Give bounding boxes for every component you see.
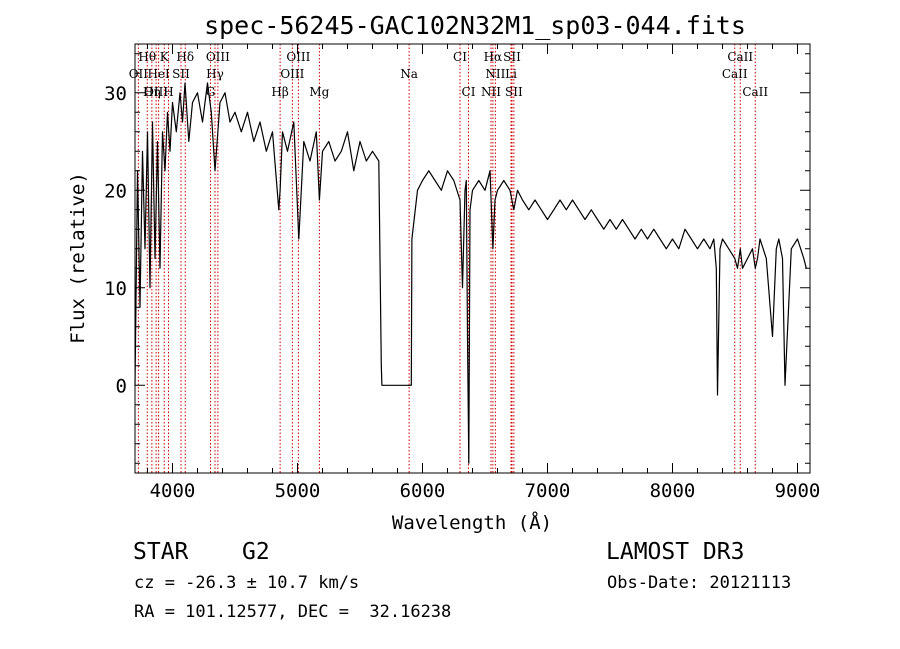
spectral-line-label: CaII: [722, 67, 748, 81]
x-tick-label: 4000: [150, 480, 196, 502]
spectral-line-label: Li: [505, 67, 517, 81]
spectral-line-label: G: [206, 85, 216, 99]
y-tick-label: 30: [104, 83, 127, 105]
spectrum-series-line: [134, 82, 807, 464]
spectral-line-label: Hδ: [176, 50, 194, 64]
y-tick-label: 10: [104, 278, 127, 300]
x-tick-label: 9000: [775, 480, 821, 502]
spectral-line-label: H: [163, 85, 173, 99]
spectral-line-label: Hβ: [271, 85, 288, 99]
spectral-line-label: Mg: [309, 85, 329, 99]
spectral-line-label: HeI: [147, 67, 170, 81]
spectral-line-label: K: [160, 50, 170, 64]
obs-date: Obs-Date: 20121113: [607, 573, 792, 593]
spectral-line-label: SII: [172, 67, 190, 81]
x-tick-label: 5000: [275, 480, 321, 502]
redshift-text: cz = -26.3 ± 10.7 km/s: [134, 573, 360, 593]
spectral-line-label: Hη: [143, 85, 161, 99]
spectral-line-label: CI: [453, 50, 467, 64]
spectral-line-markers: [137, 44, 756, 473]
spectral-line-label: CI: [462, 85, 476, 99]
x-axis-label: Wavelength (Å): [392, 511, 552, 534]
spectral-line-label: Hθ: [138, 50, 156, 64]
object-subclass: G2: [242, 539, 270, 565]
y-tick-label: 20: [104, 180, 127, 202]
spectral-line-label: OIII: [280, 67, 304, 81]
survey-name: LAMOST DR3: [606, 539, 745, 565]
spectral-line-label: SII: [505, 85, 523, 99]
plot-frame: [134, 43, 811, 474]
spectral-line-label: NII: [481, 85, 501, 99]
spectral-line-label: CaII: [742, 85, 768, 99]
coordinates: RA = 101.12577, DEC = 32.16238: [134, 602, 452, 622]
spectral-line-label: OII: [129, 67, 149, 81]
chart-title: spec-56245-GAC102N32M1_sp03-044.fits: [204, 11, 746, 40]
spectral-line-label: OIII: [144, 85, 168, 99]
spectral-line-label: OIII: [206, 50, 230, 64]
y-axis-label: Flux (relative): [67, 172, 89, 344]
y-axis: 0 10 20 30: [104, 53, 810, 464]
spectral-line-label: OIII: [286, 50, 310, 64]
object-class: STAR: [133, 539, 189, 565]
x-tick-label: 7000: [525, 480, 571, 502]
spectral-line-label: CaII: [727, 50, 753, 64]
spectral-line-label: SII: [503, 50, 521, 64]
spectral-line-label: Na: [400, 67, 418, 81]
y-tick-label: 0: [116, 375, 127, 397]
x-tick-label: 6000: [400, 480, 446, 502]
spectral-line-label: Hγ: [206, 67, 224, 81]
spectral-line-label: Hα: [484, 50, 503, 64]
spectral-line-label: NII: [485, 67, 505, 81]
x-tick-label: 8000: [650, 480, 696, 502]
x-axis: 4000 5000 6000 7000 8000 9000: [147, 44, 821, 502]
